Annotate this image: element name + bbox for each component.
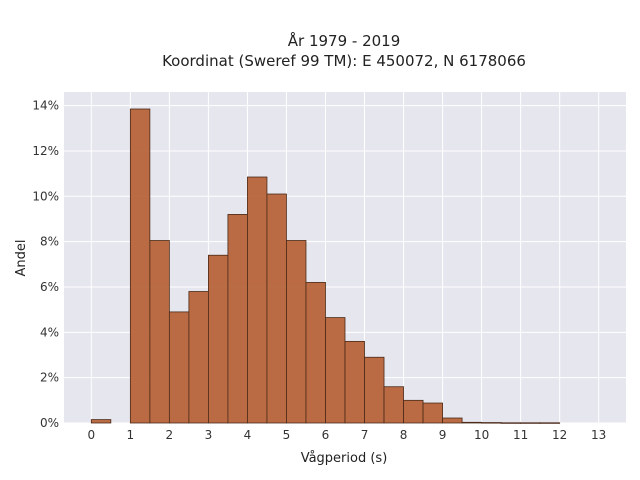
histogram-bar [90,419,112,424]
histogram-bar [364,356,385,424]
x-tick-label: 3 [205,428,213,442]
histogram-bar [266,193,287,424]
histogram-bar [442,417,463,424]
chart-title-line-1: År 1979 - 2019 [288,31,401,50]
histogram-bar [129,108,151,424]
histogram-bar [149,240,170,424]
x-axis-ticks: 0 1 2 3 4 5 6 7 8 9 10 11 12 13 [87,428,606,442]
histogram-bar [539,422,561,424]
histogram-bar [286,240,307,424]
x-tick-label: 2 [166,428,174,442]
y-axis-label: Andel [14,240,29,277]
x-tick-label: 10 [474,428,489,442]
histogram-bar [227,214,248,424]
histogram-bar [188,291,209,424]
y-tick-label: 12% [32,144,59,158]
histogram-bar [500,422,522,424]
y-axis-ticks: 0% 2% 4% 6% 8% 10% 12% 14% [32,99,59,430]
y-tick-label: 10% [32,189,59,203]
histogram-bar [481,422,502,424]
x-tick-label: 6 [322,428,330,442]
x-tick-label: 8 [400,428,408,442]
histogram-bar [305,282,326,424]
x-tick-label: 12 [552,428,567,442]
y-tick-label: 6% [40,280,59,294]
histogram-bar [344,340,365,424]
x-tick-label: 9 [439,428,447,442]
histogram-bar [383,386,404,424]
bars-group [90,108,561,424]
histogram-bar [520,422,541,424]
chart-title-line-2: Koordinat (Sweref 99 TM): E 450072, N 61… [162,52,526,70]
x-tick-label: 7 [361,428,369,442]
x-tick-label: 4 [244,428,252,442]
histogram-bar [422,402,443,424]
histogram-bar [208,254,229,424]
histogram-bar [461,421,482,424]
histogram-bar [403,399,424,424]
histogram-bar [325,317,346,424]
y-tick-label: 0% [40,416,59,430]
x-tick-label: 1 [127,428,135,442]
x-tick-label: 13 [591,428,606,442]
y-tick-label: 4% [40,325,59,339]
histogram-bar [168,311,190,424]
y-tick-label: 2% [40,371,59,385]
x-tick-label: 0 [87,428,95,442]
y-tick-label: 14% [32,99,59,113]
x-tick-label: 11 [513,428,528,442]
x-tick-label: 5 [283,428,291,442]
histogram-bar [247,176,268,424]
x-axis-label: Vågperiod (s) [301,451,388,466]
y-tick-label: 8% [40,235,59,249]
